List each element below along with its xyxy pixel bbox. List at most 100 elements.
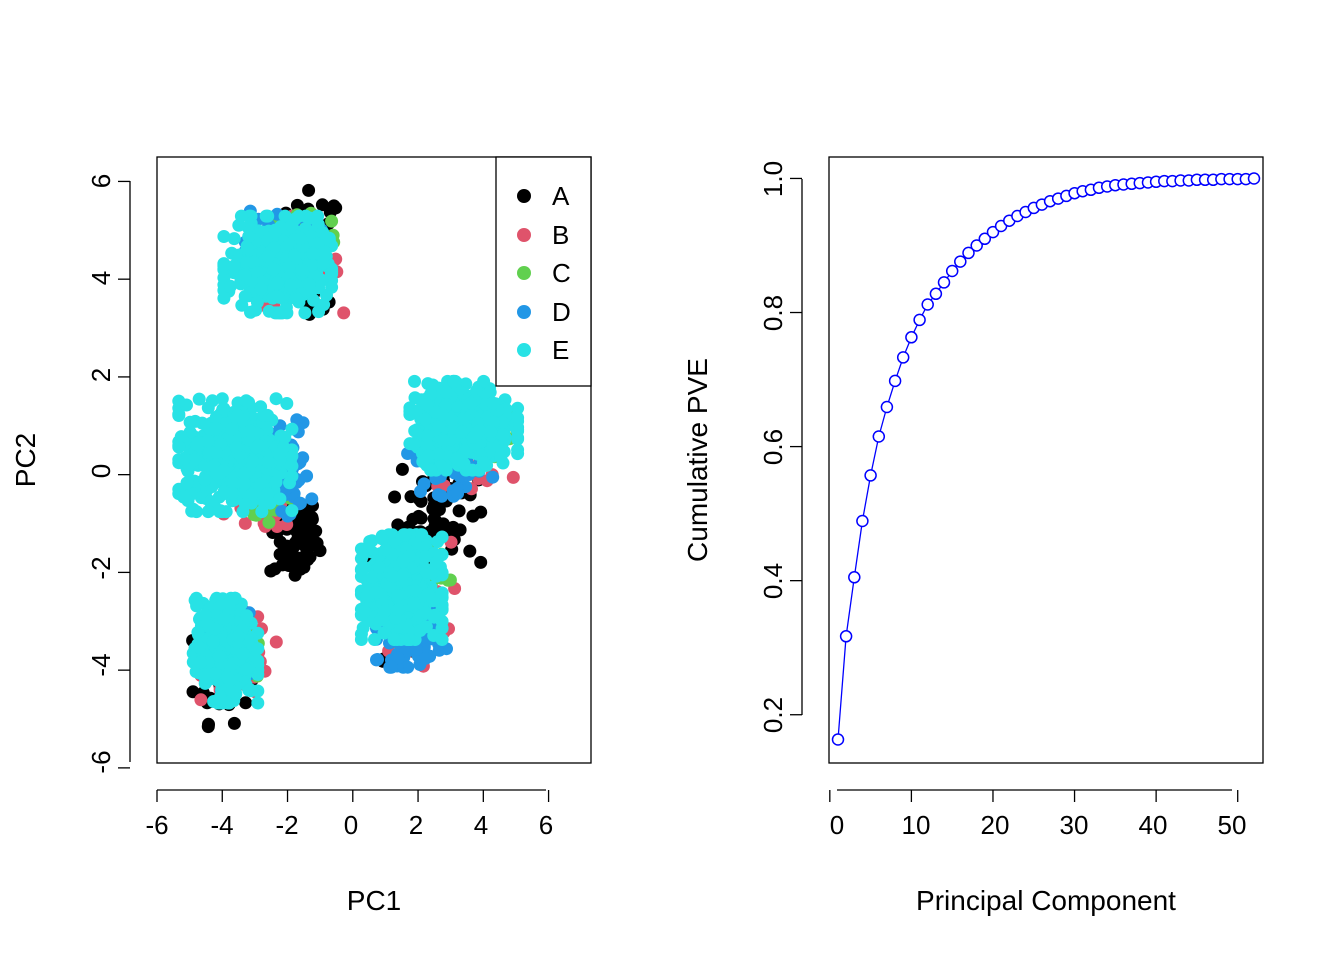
legend-label-d: D (552, 297, 571, 327)
scatter-y-tick-label: 4 (86, 271, 116, 285)
scatter-point-e (183, 415, 197, 429)
scatter-point-e (396, 568, 410, 582)
scatter-point-e (419, 606, 433, 620)
scatter-point-e (232, 630, 245, 643)
scatter-point-e (172, 394, 186, 408)
scatter-point-e (177, 451, 191, 465)
scatter-point-e (415, 528, 429, 542)
pve-x-ticks (829, 790, 1239, 802)
legend-marker-c (517, 266, 531, 280)
scatter-point-e (464, 396, 478, 410)
scatter-point-e (246, 454, 260, 468)
pve-point (896, 351, 910, 364)
scatter-point-e (325, 280, 339, 294)
scatter-point-e (206, 634, 220, 648)
scatter-point-a (296, 521, 310, 535)
scatter-point-e (426, 378, 440, 392)
scatter-point-d (300, 469, 314, 483)
scatter-point-e (243, 424, 257, 438)
scatter-point-e (408, 374, 421, 388)
scatter-point-e (354, 562, 368, 576)
scatter-point-e (511, 401, 525, 415)
scatter-point-a (452, 504, 466, 518)
scatter-point-d (401, 447, 415, 460)
scatter-point-e (439, 385, 453, 399)
scatter-point-e (271, 290, 285, 304)
scatter-point-e (250, 295, 264, 309)
scatter-point-e (278, 430, 292, 444)
scatter-point-d (384, 660, 398, 674)
scatter-point-e (432, 447, 445, 461)
pve-y-ticks (790, 177, 802, 716)
scatter-y-axis-title: PC2 (10, 433, 41, 487)
scatter-point-e (358, 605, 372, 618)
scatter-point-e (372, 560, 386, 574)
pve-point (962, 246, 975, 260)
scatter-point-e (425, 567, 439, 580)
pve-point (937, 276, 951, 289)
scatter-point-a (201, 720, 215, 734)
pve-x-axis-title: Principal Component (916, 885, 1176, 916)
scatter-y-tick-label: 6 (86, 174, 116, 188)
scatter-point-e (201, 434, 215, 448)
legend-label-c: C (552, 258, 571, 288)
scatter-point-e (408, 584, 422, 598)
cumulative-pve-panel: 0 10 20 30 40 50 Principal Component 0.2… (682, 156, 1264, 916)
scatter-x-axis: -6 -4 -2 0 2 4 6 PC1 (145, 789, 553, 916)
scatter-point-e (302, 277, 316, 291)
scatter-plot-frame (156, 156, 592, 764)
scatter-point-e (177, 490, 191, 504)
scatter-point-e (243, 683, 257, 697)
legend-marker-e (517, 343, 531, 357)
pve-y-tick-label: 0.2 (758, 697, 788, 733)
pve-point (970, 239, 983, 252)
scatter-point-a (463, 544, 477, 558)
scatter-point-a (239, 696, 253, 710)
scatter-point-e (486, 396, 500, 410)
pve-y-tick-label: 1.0 (758, 161, 788, 197)
scatter-point-d (305, 492, 319, 506)
scatter-point-e (254, 477, 268, 491)
scatter-point-b (194, 693, 208, 707)
scatter-point-a (268, 562, 282, 576)
pve-point (848, 571, 861, 584)
pve-x-tick-label: 10 (902, 810, 931, 840)
pve-point (913, 313, 926, 327)
pve-point (872, 430, 886, 443)
scatter-point-e (225, 486, 239, 500)
scatter-points (172, 183, 525, 734)
scatter-point-e (391, 589, 404, 603)
legend-label-a: A (552, 181, 570, 211)
scatter-point-e (227, 259, 241, 273)
scatter-point-e (254, 282, 268, 296)
scatter-point-b (238, 516, 252, 530)
scatter-point-e (217, 258, 231, 272)
scatter-point-e (217, 230, 231, 243)
scatter-point-e (305, 258, 319, 272)
scatter-point-e (217, 291, 231, 305)
pca-scatter-panel: -6 -4 -2 0 2 4 6 PC1 -6 -4 -2 0 2 4 6 PC… (10, 156, 592, 916)
pve-x-tick-label: 20 (981, 810, 1010, 840)
scatter-point-e (408, 424, 422, 438)
scatter-point-e (192, 392, 206, 406)
scatter-point-a (391, 518, 405, 532)
scatter-point-e (284, 278, 298, 292)
scatter-point-a (327, 199, 341, 213)
scatter-point-a (290, 198, 304, 212)
scatter-point-a (315, 198, 329, 212)
scatter-y-tick-label: -4 (86, 653, 116, 676)
scatter-point-e (172, 409, 186, 422)
scatter-point-e (180, 476, 194, 490)
scatter-point-c (325, 214, 339, 228)
scatter-x-axis-title: PC1 (347, 885, 401, 916)
pve-point (921, 298, 934, 311)
scatter-point-e (261, 455, 275, 469)
scatter-point-e (214, 692, 228, 706)
scatter-point-e (375, 532, 389, 546)
scatter-point-e (209, 421, 223, 435)
scatter-point-e (273, 492, 287, 506)
scatter-y-tick-label: 0 (86, 464, 116, 478)
scatter-y-ticks (118, 180, 130, 769)
pve-y-axis-title: Cumulative PVE (682, 358, 713, 562)
scatter-point-e (511, 447, 525, 461)
